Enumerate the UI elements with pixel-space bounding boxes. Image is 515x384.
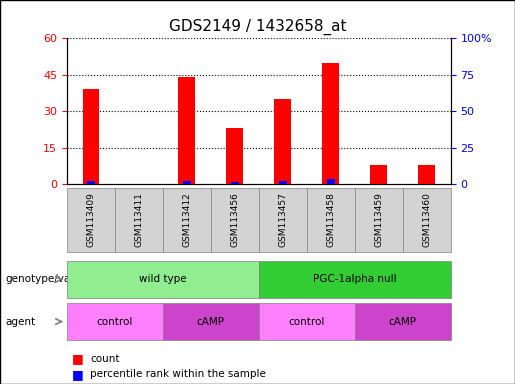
Text: GSM113457: GSM113457 <box>278 192 287 247</box>
Text: control: control <box>288 316 325 327</box>
Text: control: control <box>97 316 133 327</box>
Text: GSM113411: GSM113411 <box>134 192 143 247</box>
Bar <box>227 128 243 184</box>
Bar <box>274 99 291 184</box>
Text: ■: ■ <box>72 353 84 366</box>
Bar <box>322 63 339 184</box>
Bar <box>418 165 435 184</box>
Text: GSM113458: GSM113458 <box>326 192 335 247</box>
Text: GDS2149 / 1432658_at: GDS2149 / 1432658_at <box>169 19 346 35</box>
Text: GSM113460: GSM113460 <box>422 192 431 247</box>
Text: cAMP: cAMP <box>197 316 225 327</box>
Text: wild type: wild type <box>139 274 186 285</box>
Text: genotype/variation: genotype/variation <box>5 274 104 285</box>
Text: PGC-1alpha null: PGC-1alpha null <box>313 274 397 285</box>
Bar <box>279 181 286 184</box>
Bar <box>82 89 99 184</box>
Bar <box>231 182 238 184</box>
Text: GSM113456: GSM113456 <box>230 192 239 247</box>
Text: percentile rank within the sample: percentile rank within the sample <box>90 369 266 379</box>
Text: count: count <box>90 354 119 364</box>
Bar <box>370 165 387 184</box>
Text: GSM113412: GSM113412 <box>182 192 192 247</box>
Bar <box>183 181 191 184</box>
Bar <box>179 77 195 184</box>
Text: GSM113409: GSM113409 <box>87 192 95 247</box>
Text: agent: agent <box>5 316 35 327</box>
Text: GSM113459: GSM113459 <box>374 192 383 247</box>
Text: ■: ■ <box>72 368 84 381</box>
Bar <box>327 179 335 184</box>
Bar <box>87 181 95 184</box>
Text: cAMP: cAMP <box>389 316 417 327</box>
